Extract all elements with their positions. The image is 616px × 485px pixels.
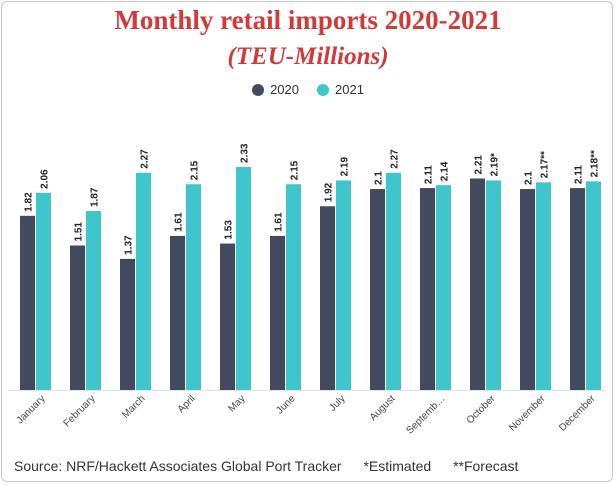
data-label-2021-4: 2.33 [240, 143, 251, 163]
x-tick-label-9: October [465, 393, 498, 426]
bar-2021-9 [486, 180, 501, 390]
source-note: Source: NRF/Hackett Associates Global Po… [14, 458, 342, 474]
bar-2021-8 [436, 185, 451, 390]
bar-chart: 1.82 2.06 January 1.51 1.87 February 1.37 2.27 M… [8, 143, 606, 436]
bar-2021-4 [236, 167, 251, 390]
data-label-2020-8: 2.11 [424, 165, 435, 184]
bar-2020-1 [70, 245, 85, 390]
estimated-note: *Estimated [363, 458, 432, 474]
legend-label-2020: 2020 [270, 82, 299, 97]
data-label-2021-7: 2.27 [390, 149, 401, 169]
forecast-note: **Forecast [453, 458, 519, 474]
x-tick-label-11: December [557, 393, 598, 434]
legend-swatch-2020 [252, 83, 265, 96]
x-tick-label-10: November [507, 393, 548, 434]
bar-2020-7 [370, 189, 385, 390]
data-label-2020-2: 1.37 [124, 235, 135, 255]
x-tick-label-4: May [226, 393, 247, 414]
bar-2020-0 [20, 215, 35, 390]
bar-2021-2 [136, 172, 151, 390]
bar-2020-5 [270, 235, 285, 390]
bar-2021-0 [36, 192, 51, 390]
x-tick-label-2: March [120, 393, 147, 420]
bar-2020-3 [170, 235, 185, 390]
bar-2021-10 [536, 182, 551, 390]
data-label-2021-11: 2.18** [590, 150, 601, 177]
bar-2021-5 [286, 184, 301, 390]
legend-swatch-2021 [317, 83, 329, 96]
data-label-2021-10: 2.17** [540, 151, 551, 178]
data-label-2020-11: 2.11 [574, 165, 585, 184]
x-tick-label-5: June [275, 393, 298, 416]
legend-item-2021: 2021 [317, 82, 364, 97]
bar-2021-6 [336, 180, 351, 390]
x-tick-label-0: January [15, 393, 48, 426]
bar-2021-3 [186, 184, 201, 390]
bar-2020-11 [570, 188, 585, 390]
data-label-2020-4: 1.53 [224, 220, 235, 240]
data-label-2021-8: 2.14 [440, 161, 451, 181]
bar-2020-4 [220, 243, 235, 390]
chart-legend: 2020 2021 [0, 82, 616, 97]
data-label-2020-7: 2.1 [374, 171, 385, 185]
data-label-2020-6: 1.92 [324, 182, 335, 202]
data-label-2020-0: 1.82 [24, 192, 35, 212]
chart-subtitle: (TEU-Millions) [227, 43, 389, 70]
bar-2020-6 [320, 206, 335, 390]
chart-title: Monthly retail imports 2020-2021 [114, 5, 502, 35]
data-label-2021-0: 2.06 [40, 169, 51, 189]
legend-item-2020: 2020 [252, 82, 299, 97]
legend-label-2021: 2021 [335, 82, 364, 97]
x-tick-label-3: April [176, 393, 198, 415]
data-label-2021-6: 2.19 [340, 157, 351, 177]
data-label-2021-1: 1.87 [90, 187, 101, 207]
bar-2020-2 [120, 258, 135, 390]
bar-2021-11 [586, 181, 601, 390]
data-label-2021-2: 2.27 [140, 149, 151, 169]
chart-footer: Source: NRF/Hackett Associates Global Po… [14, 458, 536, 474]
x-tick-label-6: July [327, 393, 347, 413]
data-label-2020-9: 2.21 [474, 155, 485, 175]
data-label-2020-5: 1.61 [274, 212, 285, 232]
bar-2021-1 [86, 211, 101, 390]
data-label-2020-1: 1.51 [74, 222, 85, 242]
data-label-2021-3: 2.15 [190, 160, 201, 180]
bar-2020-9 [470, 178, 485, 390]
x-tick-label-7: August [368, 393, 398, 423]
data-label-2021-5: 2.15 [290, 160, 301, 180]
data-label-2021-9: 2.19* [490, 153, 501, 176]
x-tick-label-1: February [62, 393, 98, 429]
bar-2020-8 [420, 188, 435, 390]
x-tick-label-8: Septemb… [404, 393, 447, 436]
data-label-2020-10: 2.1 [524, 171, 535, 185]
bar-2021-7 [386, 172, 401, 390]
data-label-2020-3: 1.61 [174, 212, 185, 232]
bar-2020-10 [520, 189, 535, 390]
